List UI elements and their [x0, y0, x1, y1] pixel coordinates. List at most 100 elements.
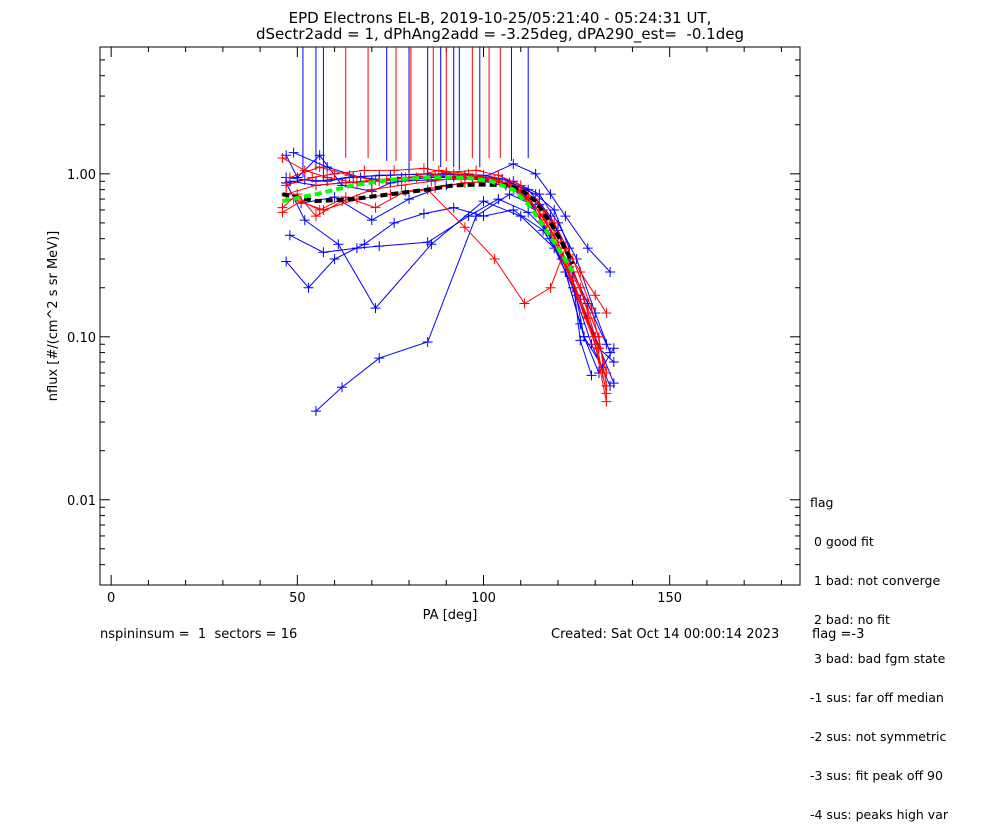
data-point — [586, 370, 597, 381]
data-point — [504, 189, 515, 200]
y-tick-label: 0.01 — [67, 494, 96, 509]
data-point — [471, 165, 482, 176]
data-point — [459, 222, 470, 233]
chart-plot: 0 50 100 150 0.01 0.10 1.00 PA [deg] nflux [#/(c… — [46, 46, 801, 623]
y-tick-label: 0.10 — [67, 331, 96, 346]
data-point — [322, 172, 333, 183]
data-point — [351, 243, 362, 254]
data-point — [344, 170, 355, 181]
data-point — [396, 180, 407, 191]
footer-left: nspininsum = 1 sectors = 16 — [100, 627, 298, 642]
data-point — [422, 336, 433, 347]
chart-title-line2: dSectr2add = 1, dPhAng2add = -3.25deg, d… — [256, 25, 744, 43]
data-point — [370, 202, 381, 213]
legend-item: -4 sus: peaks high var — [810, 807, 949, 822]
data-point — [571, 290, 582, 301]
legend-item: -2 sus: not symmetric — [810, 729, 947, 744]
data-point — [366, 184, 377, 195]
data-point — [448, 202, 459, 213]
data-point — [590, 290, 601, 301]
series-line — [293, 152, 592, 376]
data-point — [601, 396, 612, 407]
data-point — [374, 353, 385, 364]
series-line — [289, 166, 604, 374]
data-point — [284, 230, 295, 241]
legend-item: 3 bad: bad fgm state — [810, 651, 946, 666]
data-point — [288, 147, 299, 158]
data-point — [389, 165, 400, 176]
data-point — [549, 204, 560, 215]
data-point — [575, 335, 586, 346]
data-point — [582, 243, 593, 254]
data-point — [489, 254, 500, 265]
data-point — [608, 357, 619, 368]
data-point — [329, 168, 340, 179]
y-axis-label: nflux [#/(cm^2 s sr MeV)] — [46, 231, 61, 401]
data-point — [560, 211, 571, 222]
data-point — [601, 380, 612, 391]
data-point — [605, 266, 616, 277]
x-tick-label: 100 — [471, 591, 496, 606]
data-point — [374, 241, 385, 252]
data-point — [508, 158, 519, 169]
data-point — [404, 194, 415, 205]
data-layer — [277, 47, 619, 417]
data-point — [519, 298, 530, 309]
data-point — [515, 211, 526, 222]
data-point — [281, 180, 292, 191]
data-point — [303, 282, 314, 293]
series-line — [285, 154, 611, 273]
data-point — [530, 168, 541, 179]
data-point — [359, 165, 370, 176]
data-point — [277, 207, 288, 218]
legend-item: 1 bad: not converge — [810, 573, 941, 588]
x-axis-label: PA [deg] — [423, 608, 478, 623]
series-line — [289, 198, 581, 325]
data-point — [299, 215, 310, 226]
data-point — [329, 192, 340, 203]
series-line — [286, 167, 600, 349]
data-point — [310, 406, 321, 417]
legend-item: -1 sus: far off median — [810, 690, 944, 705]
x-tick-label: 0 — [107, 591, 115, 606]
data-point — [329, 254, 340, 265]
data-point — [389, 217, 400, 228]
series-line — [315, 193, 611, 412]
data-point — [448, 168, 459, 179]
data-point — [314, 150, 325, 161]
fit-curve — [281, 175, 575, 273]
data-point — [277, 153, 288, 164]
data-point — [545, 189, 556, 200]
data-point — [478, 196, 489, 207]
data-point — [284, 172, 295, 183]
data-point — [310, 180, 321, 191]
data-point — [281, 256, 292, 267]
data-point — [586, 303, 597, 314]
data-point — [337, 382, 348, 393]
data-point — [366, 215, 377, 226]
data-point — [608, 343, 619, 354]
data-point — [601, 339, 612, 350]
legend-item: -3 sus: fit peak off 90 — [810, 768, 943, 783]
data-point — [340, 192, 351, 203]
series-line — [282, 180, 607, 402]
data-point — [340, 177, 351, 188]
data-point — [471, 211, 482, 222]
x-tick-label: 150 — [657, 591, 682, 606]
data-point — [314, 162, 325, 173]
chart-title-line1: EPD Electrons EL-B, 2019-10-25/05:21:40 … — [288, 9, 712, 27]
data-point — [418, 208, 429, 219]
data-point — [310, 211, 321, 222]
data-point — [299, 165, 310, 176]
data-point — [601, 307, 612, 318]
data-point — [370, 303, 381, 314]
data-point — [575, 266, 586, 277]
legend-item: 0 good fit — [810, 534, 874, 549]
data-point — [575, 318, 586, 329]
data-point — [318, 204, 329, 215]
data-point — [318, 247, 329, 258]
legend-title: flag — [810, 495, 834, 510]
data-point — [426, 239, 437, 250]
data-point — [545, 282, 556, 293]
data-point — [579, 294, 590, 305]
